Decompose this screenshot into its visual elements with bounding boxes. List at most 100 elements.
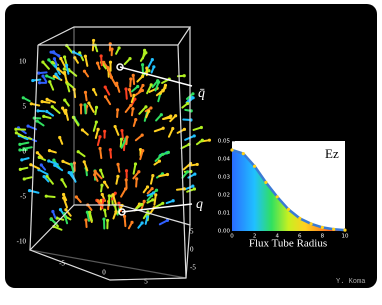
x-tick-label: 5 (144, 278, 148, 286)
field-arrow-head (143, 200, 146, 203)
y-tick-label: 0.00 (218, 229, 231, 235)
point (242, 152, 245, 155)
field-arrow-head (163, 86, 166, 89)
field-arrow-head (167, 151, 170, 154)
field-arrow-head (54, 73, 57, 76)
point (276, 195, 279, 198)
field-arrow-head (109, 61, 112, 64)
field-arrow-head (151, 174, 154, 177)
field-arrow-head (152, 65, 155, 68)
field-arrow-head (60, 178, 63, 181)
field-arrow-head (191, 185, 194, 188)
field-arrow-head (22, 96, 25, 99)
field-arrow-head (42, 115, 45, 118)
field-arrow-head (84, 55, 87, 58)
field-arrow-head (161, 153, 164, 156)
field-arrow-head (113, 125, 116, 128)
point (332, 228, 335, 231)
field-arrow-head (201, 139, 204, 142)
point (321, 226, 324, 229)
x-tick-label: 0 (102, 269, 106, 277)
field-arrow-head (63, 98, 66, 101)
field-arrow-head (45, 98, 48, 101)
field-arrow-head (64, 208, 67, 211)
field-arrow-head (95, 106, 98, 109)
z-tick-label: 5 (23, 103, 27, 111)
y-tick-label: 0.02 (218, 193, 230, 199)
field-arrow-head (160, 113, 163, 116)
field-arrow-head (141, 89, 144, 92)
field-arrow-head (145, 67, 148, 70)
field-arrow-head (128, 57, 131, 60)
field-arrow-head (61, 106, 64, 109)
field-arrow-head (47, 159, 50, 162)
field-arrow-head (93, 173, 96, 176)
field-arrow-head (172, 199, 175, 202)
z-tick-label: -10 (17, 238, 27, 246)
field-arrow-head (149, 106, 152, 109)
field-arrow-head (144, 105, 147, 108)
field-arrow-head (68, 171, 71, 174)
field-arrow-head (48, 149, 51, 152)
field-arrow-head (155, 189, 158, 192)
field-arrow-head (125, 136, 128, 139)
field-arrow-head (103, 181, 106, 184)
field-arrow-head (120, 129, 123, 132)
field-arrow-head (106, 66, 109, 69)
point (298, 217, 301, 220)
field-arrow-head (140, 203, 143, 206)
field-arrow-head (183, 128, 186, 131)
field-arrow-head (94, 170, 97, 173)
field-arrow-head (134, 118, 137, 121)
field-arrow-head (129, 104, 132, 107)
field-arrow-head (92, 39, 95, 42)
field-arrow-head (63, 67, 66, 70)
field-arrow-head (58, 136, 61, 139)
field-arrow-head (143, 49, 146, 52)
x-tick-label: 8 (321, 234, 325, 240)
field-arrow-head (151, 58, 154, 61)
field-arrow-head (162, 127, 165, 130)
field-arrow-head (59, 208, 62, 211)
field-arrow-head (18, 148, 21, 151)
y-tick-label: 0.05 (218, 139, 231, 145)
field-arrow-head (116, 175, 119, 178)
field-arrow-head (125, 178, 128, 181)
point (264, 181, 267, 184)
field-arrow-head (36, 109, 39, 112)
field-arrow-head (63, 55, 66, 58)
field-arrow-head (141, 221, 144, 224)
field-arrow-head (31, 79, 34, 82)
field-arrow-head (98, 135, 101, 138)
field-arrow-head (20, 158, 23, 161)
field-arrow-head (28, 189, 31, 192)
field-arrow-head (41, 60, 44, 63)
x-axis-label: Flux Tube Radius (249, 238, 327, 250)
field-arrow-head (171, 127, 174, 130)
field-arrow-head (47, 58, 50, 61)
field-arrow-head (83, 160, 86, 163)
field-arrow-head (135, 177, 138, 180)
field-arrow-head (154, 193, 157, 196)
credit: Y. Koma (336, 278, 365, 286)
field-arrow-head (186, 102, 189, 105)
field-arrow-head (97, 128, 100, 131)
field-arrow-head (50, 218, 53, 221)
field-arrow-head (116, 163, 119, 166)
field-arrow-head (111, 193, 114, 196)
field-arrow-head (26, 125, 29, 128)
field-arrow-head (14, 128, 17, 131)
field-arrow-head (125, 169, 128, 172)
field-arrow-head (88, 211, 91, 214)
y-tick-label: -5 (190, 264, 196, 272)
field-arrow-head (38, 81, 41, 84)
field-arrow-head (53, 57, 56, 60)
field-arrow-head (106, 219, 109, 222)
field-arrow-head (101, 193, 104, 196)
field-arrow-head (193, 187, 196, 190)
field-arrow-head (124, 87, 127, 90)
field-arrow-head (116, 108, 119, 111)
field-arrow-head (114, 210, 117, 213)
field-arrow-head (128, 88, 131, 91)
field-arrow-head (200, 126, 203, 129)
